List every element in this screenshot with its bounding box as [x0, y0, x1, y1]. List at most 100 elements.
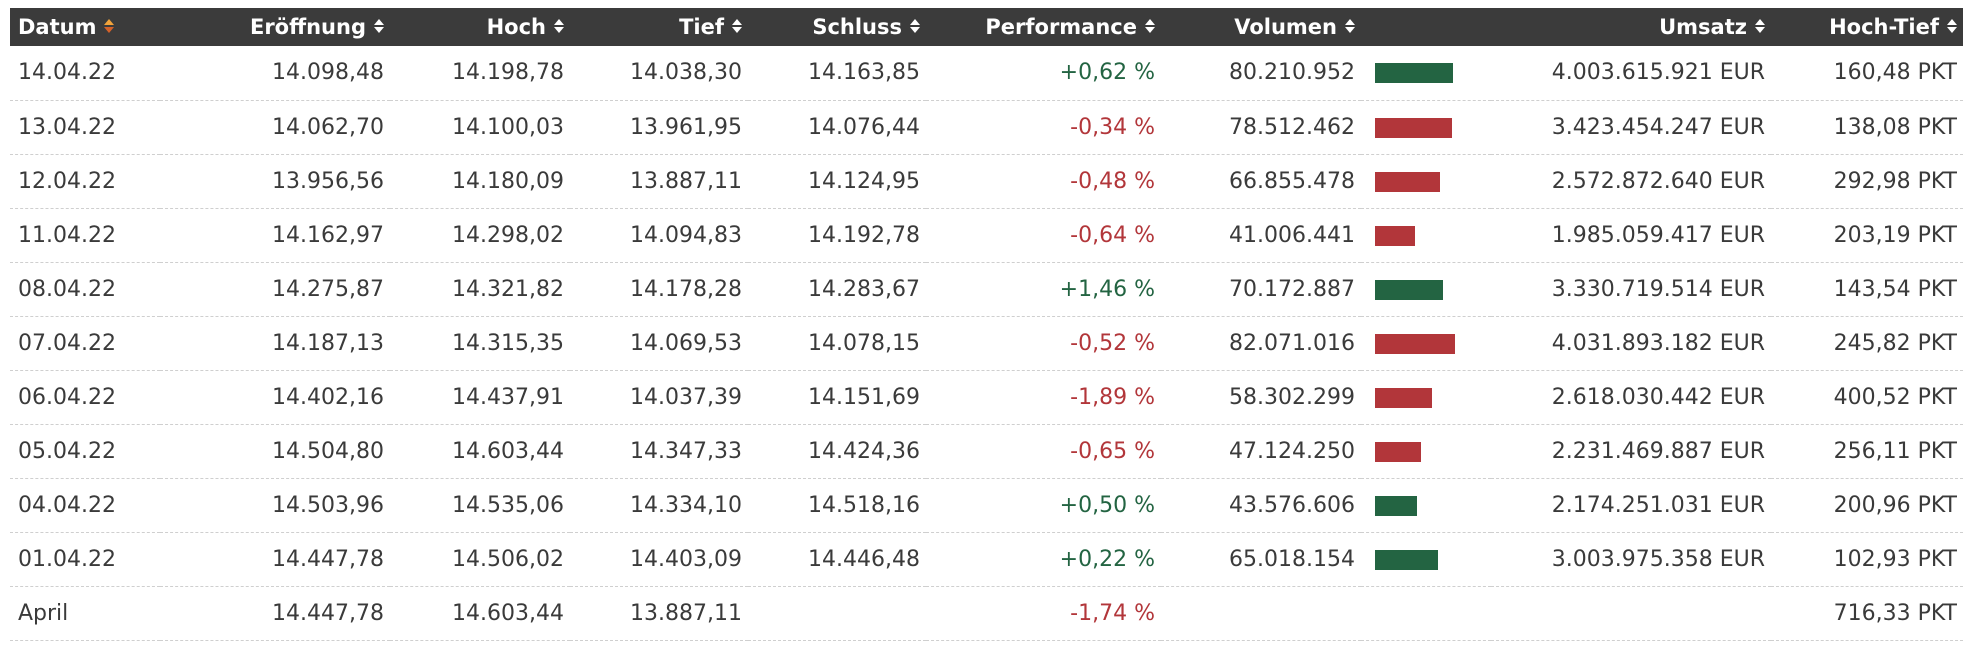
table-row: 08.04.22 14.275,87 14.321,82 14.178,28 14.28… — [10, 262, 1963, 317]
sort-icon — [374, 17, 384, 35]
header-hoch[interactable]: Hoch — [390, 8, 570, 46]
cell-tief: 13.887,11 — [570, 586, 748, 641]
cell-datum: 04.04.22 — [10, 478, 160, 533]
cell-hoch: 14.437,91 — [390, 370, 570, 425]
summary-row: April 14.447,78 14.603,44 13.887,11 -1,74 % 7… — [10, 586, 1963, 641]
cell-volume-bar — [1361, 316, 1491, 371]
volume-bar — [1375, 387, 1432, 408]
cell-volume-bar — [1361, 478, 1491, 533]
cell-eroeffnung: 14.402,16 — [160, 370, 390, 425]
cell-volumen: 80.210.952 — [1161, 46, 1361, 101]
cell-datum: 06.04.22 — [10, 370, 160, 425]
cell-volume-bar — [1361, 100, 1491, 155]
cell-hoch: 14.603,44 — [390, 424, 570, 479]
header-volumen[interactable]: Volumen — [1161, 8, 1361, 46]
cell-hoch-tief: 138,08 PKT — [1771, 100, 1963, 155]
volume-bar — [1375, 495, 1417, 516]
cell-umsatz: 3.003.975.358 EUR — [1491, 532, 1771, 587]
volume-bar — [1375, 117, 1452, 138]
cell-eroeffnung: 14.187,13 — [160, 316, 390, 371]
cell-performance: +1,46 % — [926, 262, 1161, 317]
cell-datum: 05.04.22 — [10, 424, 160, 479]
cell-hoch: 14.315,35 — [390, 316, 570, 371]
cell-datum: April — [10, 586, 160, 641]
cell-performance: +0,62 % — [926, 46, 1161, 101]
cell-umsatz: 2.572.872.640 EUR — [1491, 154, 1771, 209]
cell-hoch: 14.603,44 — [390, 586, 570, 641]
cell-umsatz: 1.985.059.417 EUR — [1491, 208, 1771, 263]
cell-eroeffnung: 14.504,80 — [160, 424, 390, 479]
cell-eroeffnung: 14.275,87 — [160, 262, 390, 317]
cell-hoch-tief: 292,98 PKT — [1771, 154, 1963, 209]
cell-performance: +0,50 % — [926, 478, 1161, 533]
table-row: 12.04.22 13.956,56 14.180,09 13.887,11 14.12… — [10, 154, 1963, 209]
volume-bar — [1375, 171, 1440, 192]
cell-performance: -0,48 % — [926, 154, 1161, 209]
cell-tief: 14.038,30 — [570, 46, 748, 101]
cell-umsatz: 2.174.251.031 EUR — [1491, 478, 1771, 533]
header-eroeffnung[interactable]: Eröffnung — [160, 8, 390, 46]
cell-performance: -0,52 % — [926, 316, 1161, 371]
cell-performance: -0,34 % — [926, 100, 1161, 155]
cell-volumen: 78.512.462 — [1161, 100, 1361, 155]
cell-hoch-tief: 203,19 PKT — [1771, 208, 1963, 263]
table-body: 14.04.22 14.098,48 14.198,78 14.038,30 14.16… — [10, 46, 1963, 641]
cell-umsatz — [1491, 586, 1771, 641]
cell-umsatz: 2.231.469.887 EUR — [1491, 424, 1771, 479]
historical-prices-panel: Datum Eröffnung Hoch Tief Schluss Perfor… — [10, 8, 1963, 641]
cell-volume-bar — [1361, 262, 1491, 317]
cell-datum: 11.04.22 — [10, 208, 160, 263]
cell-datum: 07.04.22 — [10, 316, 160, 371]
cell-hoch-tief: 245,82 PKT — [1771, 316, 1963, 371]
cell-eroeffnung: 14.098,48 — [160, 46, 390, 101]
cell-volumen: 70.172.887 — [1161, 262, 1361, 317]
cell-eroeffnung: 14.447,78 — [160, 532, 390, 587]
sort-active-icon — [104, 17, 115, 35]
cell-tief: 14.178,28 — [570, 262, 748, 317]
cell-tief: 14.094,83 — [570, 208, 748, 263]
cell-performance: -0,64 % — [926, 208, 1161, 263]
header-umsatz[interactable]: Umsatz — [1491, 8, 1771, 46]
header-datum[interactable]: Datum — [10, 8, 160, 46]
table-header-row: Datum Eröffnung Hoch Tief Schluss Perfor… — [10, 8, 1963, 46]
table-row: 14.04.22 14.098,48 14.198,78 14.038,30 14.16… — [10, 46, 1963, 101]
historical-prices-table: Datum Eröffnung Hoch Tief Schluss Perfor… — [10, 8, 1963, 641]
cell-hoch: 14.535,06 — [390, 478, 570, 533]
cell-umsatz: 2.618.030.442 EUR — [1491, 370, 1771, 425]
cell-performance: +0,22 % — [926, 532, 1161, 587]
sort-icon — [1755, 17, 1765, 35]
cell-hoch: 14.180,09 — [390, 154, 570, 209]
cell-datum: 13.04.22 — [10, 100, 160, 155]
cell-volumen — [1161, 586, 1361, 641]
sort-icon — [554, 17, 564, 35]
header-tief[interactable]: Tief — [570, 8, 748, 46]
cell-tief: 13.887,11 — [570, 154, 748, 209]
cell-volumen: 43.576.606 — [1161, 478, 1361, 533]
cell-datum: 08.04.22 — [10, 262, 160, 317]
cell-volume-bar — [1361, 46, 1491, 101]
cell-umsatz: 4.031.893.182 EUR — [1491, 316, 1771, 371]
cell-schluss: 14.076,44 — [748, 100, 926, 155]
table-row: 06.04.22 14.402,16 14.437,91 14.037,39 14.15… — [10, 370, 1963, 425]
cell-umsatz: 3.330.719.514 EUR — [1491, 262, 1771, 317]
header-schluss[interactable]: Schluss — [748, 8, 926, 46]
cell-volumen: 58.302.299 — [1161, 370, 1361, 425]
volume-bar — [1375, 63, 1453, 84]
sort-icon — [732, 17, 742, 35]
cell-tief: 14.334,10 — [570, 478, 748, 533]
cell-tief: 14.403,09 — [570, 532, 748, 587]
cell-eroeffnung: 14.503,96 — [160, 478, 390, 533]
cell-datum: 14.04.22 — [10, 46, 160, 101]
cell-hoch-tief: 400,52 PKT — [1771, 370, 1963, 425]
cell-volumen: 41.006.441 — [1161, 208, 1361, 263]
cell-datum: 12.04.22 — [10, 154, 160, 209]
cell-tief: 13.961,95 — [570, 100, 748, 155]
volume-bar — [1375, 279, 1443, 300]
table-row: 04.04.22 14.503,96 14.535,06 14.334,10 14.51… — [10, 478, 1963, 533]
cell-volume-bar — [1361, 208, 1491, 263]
cell-performance: -1,89 % — [926, 370, 1161, 425]
cell-hoch-tief: 143,54 PKT — [1771, 262, 1963, 317]
cell-volumen: 65.018.154 — [1161, 532, 1361, 587]
header-performance[interactable]: Performance — [926, 8, 1161, 46]
header-hoch-tief[interactable]: Hoch-Tief — [1771, 8, 1963, 46]
